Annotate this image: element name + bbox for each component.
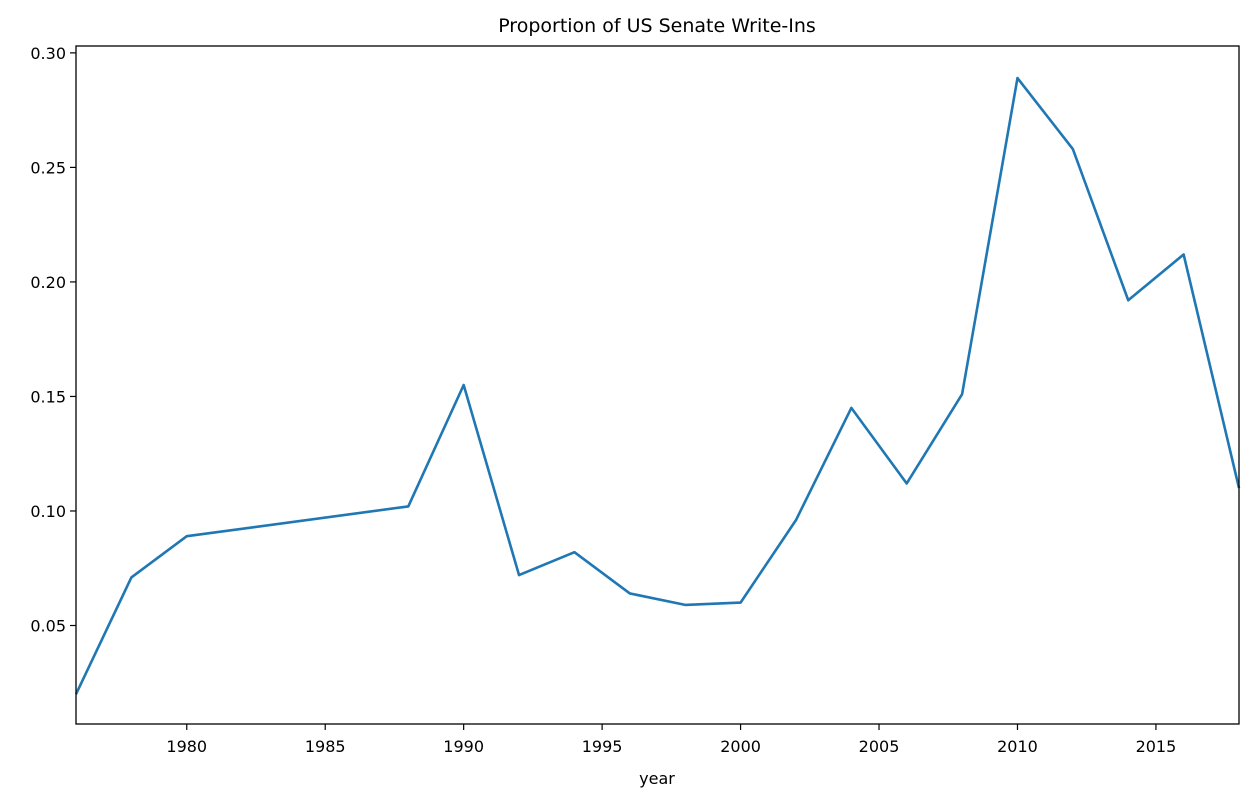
x-tick-label: 1985 <box>305 737 346 756</box>
x-axis: 1980 1985 1990 1995 2000 2005 2010 2015 <box>166 724 1176 756</box>
y-tick-label: 0.25 <box>30 158 66 177</box>
x-tick-label: 2015 <box>1136 737 1177 756</box>
y-tick-label: 0.05 <box>30 617 66 636</box>
y-tick-label: 0.20 <box>30 273 66 292</box>
x-tick-label: 2000 <box>720 737 761 756</box>
plot-area <box>74 76 1241 695</box>
x-tick-label: 1980 <box>166 737 207 756</box>
x-axis-label: year <box>639 769 675 788</box>
x-tick-label: 2010 <box>997 737 1038 756</box>
y-tick-label: 0.10 <box>30 502 66 521</box>
series-line <box>74 76 1241 695</box>
y-tick-label: 0.30 <box>30 44 66 63</box>
x-tick-label: 1990 <box>443 737 484 756</box>
chart-title: Proportion of US Senate Write-Ins <box>498 15 816 37</box>
y-tick-label: 0.15 <box>30 387 66 406</box>
x-tick-label: 2005 <box>859 737 900 756</box>
x-tick-label: 1995 <box>582 737 623 756</box>
plot-frame <box>75 45 1240 725</box>
y-axis: 0.05 0.10 0.15 0.20 0.25 0.30 <box>30 44 76 636</box>
